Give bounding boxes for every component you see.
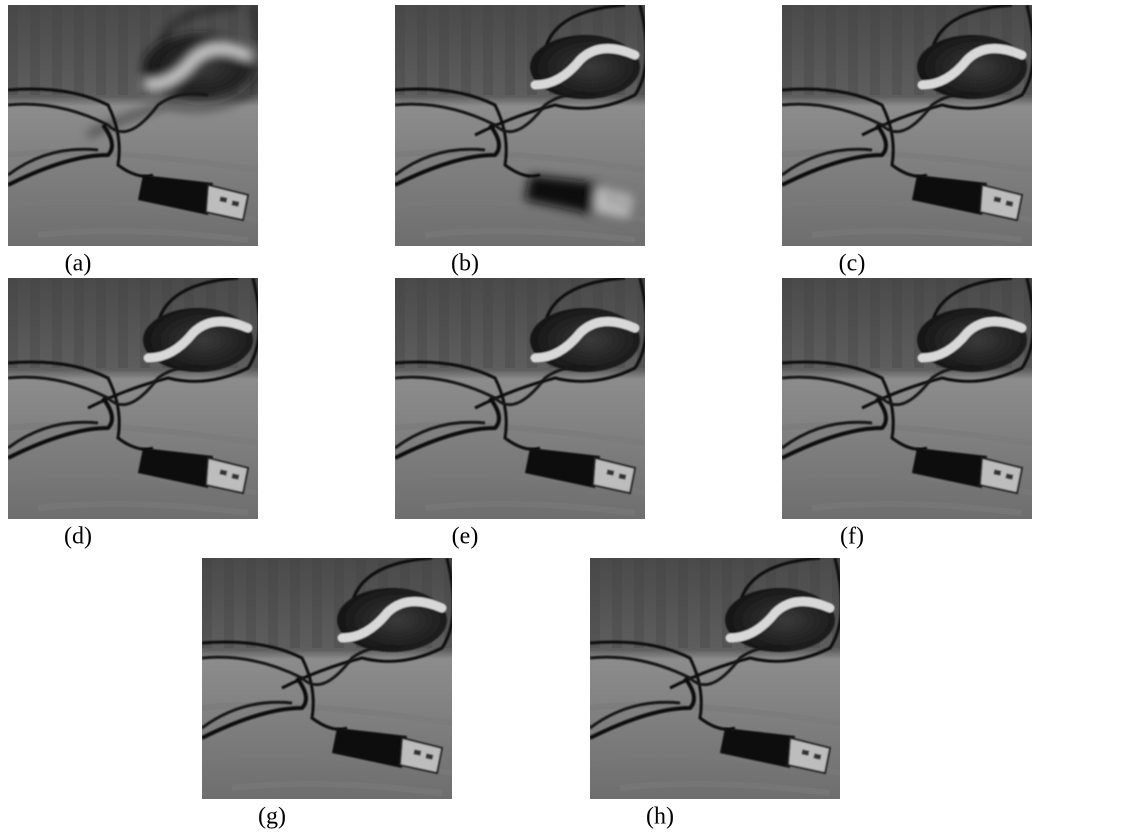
wall-stripe — [461, 5, 471, 95]
panel-image — [8, 5, 260, 246]
wall-stripe — [782, 5, 792, 95]
wall-stripe — [30, 278, 40, 368]
panel-label: (d) — [64, 524, 92, 550]
panel-image — [8, 278, 260, 519]
wall-stripe — [892, 278, 902, 368]
panel-image — [395, 5, 647, 246]
wall-stripe — [312, 558, 322, 648]
wall-stripe — [8, 278, 18, 368]
wall-stripe — [395, 278, 405, 368]
wall-stripe — [52, 278, 62, 368]
wall-stripe — [848, 5, 858, 95]
wall-stripe — [804, 5, 814, 95]
wall-stripe — [483, 278, 493, 368]
mouse-body — [143, 308, 253, 372]
panel-image — [782, 5, 1034, 246]
wall-stripe — [224, 558, 234, 648]
mouse-body — [530, 308, 640, 372]
wall-stripe — [74, 5, 84, 95]
mouse-body — [725, 588, 835, 652]
wall-stripe — [202, 558, 212, 648]
wall-stripe — [74, 278, 84, 368]
wall-stripe — [8, 5, 18, 95]
wall-stripe — [804, 278, 814, 368]
panel-image — [395, 278, 647, 519]
mouse-body — [917, 308, 1027, 372]
mouse-body — [337, 588, 447, 652]
wall-stripe — [870, 278, 880, 368]
wall-stripe — [826, 5, 836, 95]
wall-stripe — [96, 278, 106, 368]
wall-stripe — [678, 558, 688, 648]
wall-stripe — [483, 5, 493, 95]
panel-label: (g) — [258, 804, 286, 830]
wall-stripe — [700, 558, 710, 648]
wall-stripe — [848, 278, 858, 368]
wall-stripe — [634, 558, 644, 648]
wall-stripe — [461, 278, 471, 368]
wall-stripe — [268, 558, 278, 648]
panel-label: (h) — [646, 804, 674, 830]
panel-image — [202, 558, 454, 799]
wall-stripe — [246, 558, 256, 648]
wall-stripe — [118, 5, 128, 95]
mouse-body — [530, 35, 640, 99]
panel-label: (f) — [840, 524, 864, 550]
wall-stripe — [30, 5, 40, 95]
wall-stripe — [439, 278, 449, 368]
wall-stripe — [826, 278, 836, 368]
wall-stripe — [590, 558, 600, 648]
panel-label: (e) — [452, 524, 479, 550]
wall-stripe — [52, 5, 62, 95]
wall-stripe — [505, 5, 515, 95]
wall-stripe — [96, 5, 106, 95]
wall-stripe — [395, 5, 405, 95]
wall-stripe — [439, 5, 449, 95]
panel-image — [782, 278, 1034, 519]
wall-stripe — [417, 278, 427, 368]
wall-stripe — [656, 558, 666, 648]
panel-image — [590, 558, 842, 799]
wall-stripe — [892, 5, 902, 95]
wall-stripe — [505, 278, 515, 368]
panel-label: (b) — [451, 251, 479, 277]
panel-label: (c) — [839, 251, 866, 277]
wall-stripe — [118, 278, 128, 368]
wall-stripe — [612, 558, 622, 648]
figure: (a) (b) (c) (d) (e) (f) (g) (h) — [0, 0, 1138, 833]
wall-stripe — [782, 278, 792, 368]
mouse-body — [143, 35, 253, 99]
wall-stripe — [870, 5, 880, 95]
wall-stripe — [290, 558, 300, 648]
mouse-body — [917, 35, 1027, 99]
panel-label: (a) — [65, 251, 92, 277]
wall-stripe — [417, 5, 427, 95]
